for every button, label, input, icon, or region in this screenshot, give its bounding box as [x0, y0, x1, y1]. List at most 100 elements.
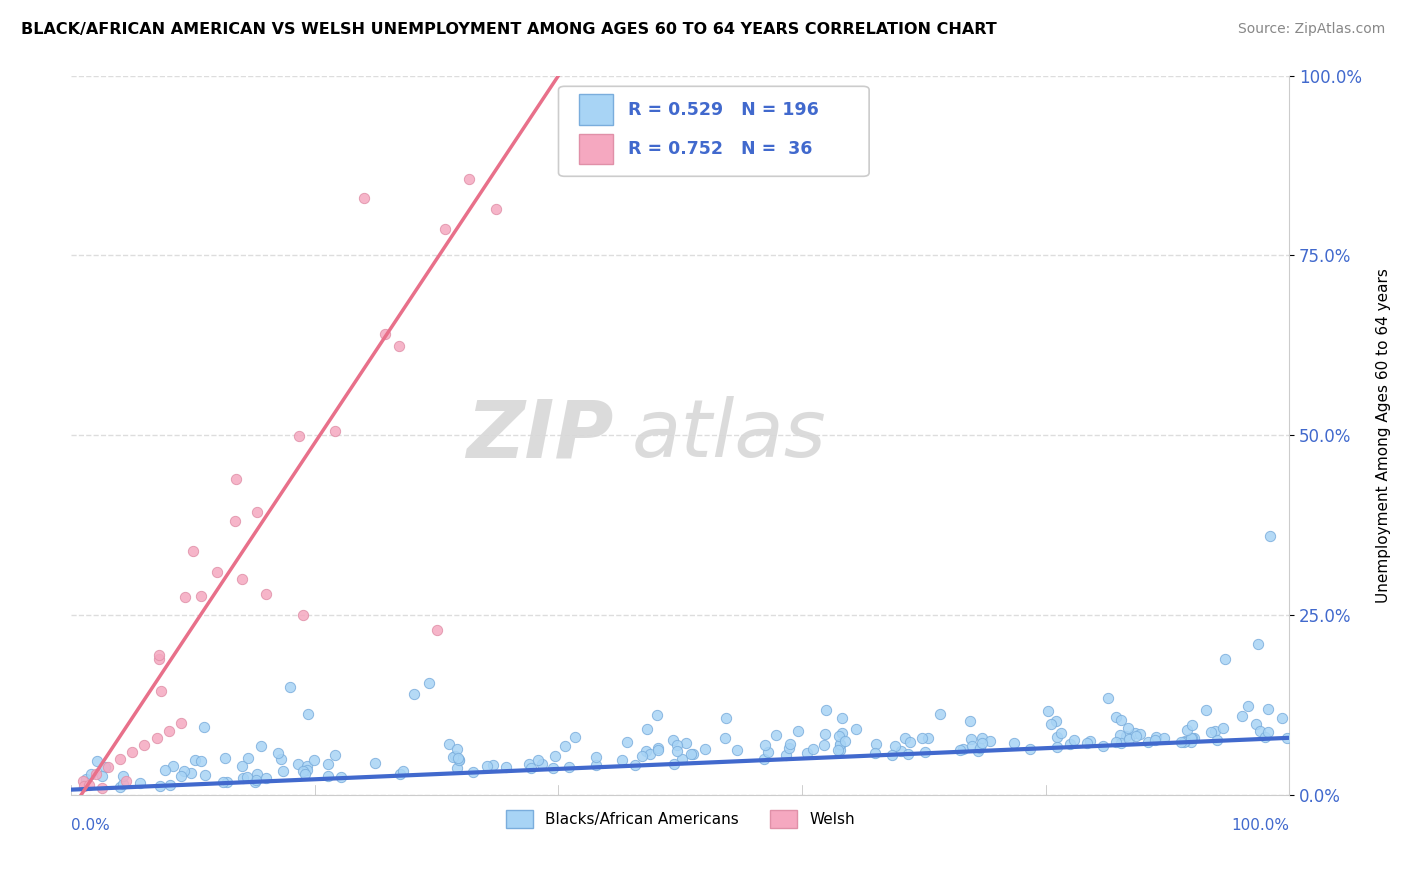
Point — [246, 505, 269, 519]
Point — [1040, 717, 1063, 731]
Point — [1128, 726, 1150, 740]
Point — [1097, 690, 1119, 705]
Point — [181, 543, 204, 558]
Point — [170, 716, 193, 731]
Point — [389, 767, 412, 781]
Point — [1275, 731, 1298, 745]
Point — [969, 741, 991, 756]
Point — [1059, 737, 1081, 751]
Point — [246, 766, 269, 780]
Point — [520, 761, 543, 775]
Point — [329, 770, 352, 784]
Point — [1108, 728, 1130, 742]
Point — [84, 766, 107, 780]
Point — [190, 589, 212, 603]
Point — [679, 747, 702, 761]
Point — [193, 720, 215, 734]
Point — [1046, 739, 1069, 754]
Y-axis label: Unemployment Among Ages 60 to 64 years: Unemployment Among Ages 60 to 64 years — [1376, 268, 1391, 603]
Point — [671, 751, 693, 765]
Point — [254, 587, 277, 601]
Point — [250, 739, 273, 753]
Point — [756, 745, 779, 759]
Point — [1257, 725, 1279, 739]
Point — [238, 750, 260, 764]
Point — [194, 767, 217, 781]
Point — [1215, 651, 1237, 665]
Point — [884, 739, 907, 754]
Point — [845, 722, 868, 736]
Point — [754, 739, 776, 753]
Point — [207, 566, 229, 580]
Point — [111, 777, 134, 791]
Point — [121, 745, 143, 759]
Point — [72, 774, 94, 789]
Point — [86, 754, 108, 768]
Point — [1063, 733, 1085, 747]
Point — [830, 737, 852, 751]
Point — [827, 730, 849, 744]
Point — [693, 741, 716, 756]
Point — [1180, 731, 1202, 745]
Text: BLACK/AFRICAN AMERICAN VS WELSH UNEMPLOYMENT AMONG AGES 60 TO 64 YEARS CORRELATI: BLACK/AFRICAN AMERICAN VS WELSH UNEMPLOY… — [21, 22, 997, 37]
Point — [831, 726, 853, 740]
Point — [894, 731, 917, 746]
Point — [245, 772, 267, 787]
Point — [1271, 710, 1294, 724]
Point — [153, 763, 176, 777]
Point — [863, 747, 886, 761]
Point — [115, 774, 138, 789]
Point — [827, 743, 849, 757]
Point — [928, 706, 950, 721]
Point — [682, 747, 704, 761]
Point — [1144, 732, 1167, 747]
Point — [214, 751, 236, 765]
Point — [231, 573, 253, 587]
Point — [433, 222, 456, 236]
Point — [294, 766, 316, 780]
Text: R = 0.752   N =  36: R = 0.752 N = 36 — [628, 140, 813, 158]
Point — [291, 608, 314, 623]
Point — [392, 764, 415, 779]
Point — [353, 191, 375, 205]
Point — [446, 742, 468, 756]
Point — [716, 711, 738, 725]
Point — [952, 742, 974, 756]
Point — [553, 739, 575, 754]
Point — [675, 736, 697, 750]
Point — [235, 770, 257, 784]
Point — [959, 732, 981, 747]
Point — [796, 746, 818, 760]
Point — [634, 744, 657, 758]
Point — [243, 774, 266, 789]
Point — [418, 676, 440, 690]
Point — [128, 776, 150, 790]
FancyBboxPatch shape — [558, 87, 869, 177]
Point — [1249, 723, 1271, 738]
Point — [1118, 732, 1140, 747]
Point — [1105, 710, 1128, 724]
Point — [323, 424, 346, 438]
Point — [224, 514, 246, 528]
FancyBboxPatch shape — [579, 134, 613, 164]
Text: ZIP: ZIP — [465, 396, 613, 475]
Point — [97, 759, 120, 773]
Point — [157, 723, 180, 738]
Point — [225, 472, 247, 486]
Point — [149, 683, 172, 698]
Legend: Blacks/African Americans, Welsh: Blacks/African Americans, Welsh — [499, 804, 860, 835]
Point — [647, 707, 669, 722]
Point — [463, 764, 485, 779]
Point — [271, 764, 294, 779]
Point — [970, 731, 993, 745]
Point — [558, 760, 581, 774]
Point — [1123, 726, 1146, 740]
Point — [145, 731, 167, 745]
Point — [752, 752, 775, 766]
Point — [948, 742, 970, 756]
Point — [1153, 731, 1175, 746]
Point — [647, 741, 669, 756]
Point — [215, 775, 238, 789]
Point — [813, 739, 835, 753]
Point — [174, 590, 197, 604]
